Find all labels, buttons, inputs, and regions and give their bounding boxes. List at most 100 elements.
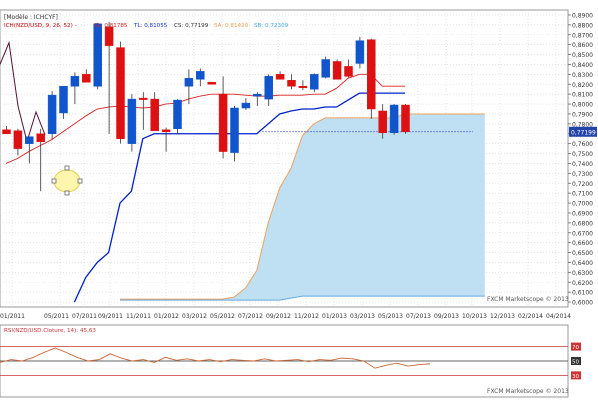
candle-body [298, 85, 308, 88]
y-tick-label: 0,7400 [572, 161, 593, 168]
candle-body [104, 26, 114, 46]
rsi-axis-label: 50 [572, 360, 580, 366]
x-tick-label: 05/2011 [44, 313, 69, 320]
candle-body [355, 40, 365, 64]
y-tick-label: 0,7500 [572, 151, 593, 158]
circle-handle [64, 190, 70, 196]
candle-body [82, 74, 91, 83]
candle-body [275, 74, 285, 80]
x-tick-label: 11/2012 [294, 313, 319, 320]
candle-body [230, 107, 239, 153]
rsi-axis-label: 30 [572, 374, 580, 380]
candle-body [70, 76, 80, 87]
candle-body [173, 99, 182, 130]
candle-body [25, 136, 34, 144]
x-tick-label: 09/2011 [98, 313, 123, 320]
candle-body [344, 66, 353, 77]
y-tick-label: 0,6100 [572, 290, 593, 297]
rsi-axis-badge [571, 371, 581, 380]
candle-body [378, 110, 387, 134]
candle-body [150, 98, 159, 132]
x-tick-label: 05/2012 [210, 313, 235, 320]
candle-body [127, 98, 137, 144]
y-tick-label: 0,7300 [572, 171, 593, 178]
legend-item: SB: 0,72309 [254, 23, 289, 29]
y-tick-label: 0,7200 [572, 181, 593, 188]
chart-model-label: [Modèle : ICHCYF] [4, 14, 58, 21]
x-tick-label: 03/2013 [350, 313, 375, 320]
candle-body [13, 130, 23, 149]
y-tick-label: 0,6600 [572, 240, 593, 247]
x-tick-label: 01/2011 [0, 313, 25, 320]
x-tick-label: 09/2012 [266, 313, 291, 320]
x-tick-label: 03/2012 [182, 313, 207, 320]
y-tick-label: 0,7600 [572, 141, 593, 148]
senkou-span-a [120, 113, 485, 300]
y-tick-label: 0,7000 [572, 201, 593, 208]
y-tick-label: 0,7800 [572, 121, 593, 128]
candle-body [207, 82, 216, 85]
rsi-line [0, 347, 431, 369]
y-tick-label: 0,8400 [572, 62, 593, 69]
x-tick-label: 12/2013 [490, 313, 515, 320]
candle-body [139, 97, 148, 100]
candle-body [161, 129, 171, 133]
candle-body [401, 104, 410, 133]
rsi-axis-badge [571, 342, 581, 351]
kumo-cloud [120, 113, 485, 301]
x-tick-label: 04/2014 [546, 313, 571, 320]
y-tick-label: 0,8800 [572, 22, 593, 29]
candle-body [36, 133, 45, 142]
rsi-title: RSI(NZD/USD.Cloture, 14): 45,63 [4, 328, 96, 334]
circle-handle [64, 165, 70, 171]
candle-body [332, 61, 342, 80]
x-tick-label: 02/2014 [518, 313, 543, 320]
x-tick-label: 10/2013 [462, 313, 487, 320]
x-tick-label: 11/2011 [126, 313, 151, 320]
y-tick-label: 0,6700 [572, 230, 593, 237]
y-tick-label: 0,6400 [572, 260, 593, 267]
circle-handle [51, 178, 57, 184]
candle-body [2, 129, 11, 134]
y-tick-label: 0,7900 [572, 111, 593, 118]
y-tick-label: 0,8000 [572, 102, 593, 109]
watermark-rsi: FXCM Marketscope © 2013 [487, 388, 569, 395]
candle-body [253, 93, 262, 97]
candle-body [241, 102, 251, 109]
legend-item: TL: 0,81055 [133, 23, 168, 29]
y-tick-label: 0,8700 [572, 32, 593, 39]
price-badge-label: 0,77199 [571, 129, 596, 136]
y-tick-label: 0,6500 [572, 250, 593, 257]
candle-body [218, 93, 228, 152]
y-tick-label: 0,8600 [572, 42, 593, 49]
y-tick-label: 0,6900 [572, 210, 593, 217]
y-tick-label: 0,6000 [572, 300, 593, 307]
candle-body [367, 39, 376, 110]
legend-item: SL: 0,81785 [94, 23, 128, 29]
highlight-circle [53, 169, 81, 193]
candle-body [389, 104, 399, 134]
candle-body [47, 94, 57, 134]
y-tick-label: 0,8100 [572, 92, 593, 99]
y-tick-label: 0,8300 [572, 72, 593, 79]
x-tick-label: 07/2012 [238, 313, 263, 320]
candle-body [59, 85, 68, 114]
rsi-axis-label: 70 [572, 345, 580, 351]
price-badge [569, 126, 597, 137]
candle-body [184, 78, 194, 87]
legend-item: SA: 0,81420 [214, 23, 249, 29]
candle-body [196, 71, 205, 80]
y-tick-label: 0,8900 [572, 12, 593, 19]
x-tick-label: 01/2012 [154, 313, 179, 320]
y-tick-label: 0,8500 [572, 52, 593, 59]
legend-item: ICH(NZD/USD, 9, 26, 52) - [4, 23, 77, 29]
candle-body [287, 80, 296, 87]
y-tick-label: 0,7100 [572, 191, 593, 198]
candle-body [310, 74, 319, 90]
y-tick-label: 0,6300 [572, 270, 593, 277]
legend-item: CS: 0,77199 [174, 23, 209, 29]
candle-body [321, 59, 330, 78]
watermark: FXCM Marketscope © 2013 [487, 296, 569, 303]
y-tick-label: 0,6800 [572, 220, 593, 227]
